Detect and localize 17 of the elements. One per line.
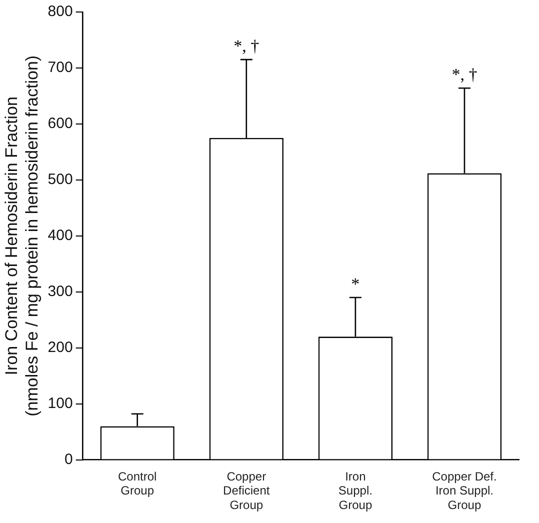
annotation: *, † xyxy=(452,65,478,84)
x-tick-label: Control Group xyxy=(118,469,157,498)
y-tick-label: 400 xyxy=(48,227,73,244)
y-tick-label: 0 xyxy=(64,450,73,468)
y-tick-label: 600 xyxy=(48,115,73,132)
x-tick-label: Iron Suppl. Group xyxy=(338,469,372,512)
y-axis-title: Iron Content of Hemosiderin Fraction (nmoles Fe / mg protein in hemosiderin fraction) xyxy=(2,55,42,416)
y-tick-label: 800 xyxy=(48,3,73,20)
x-tick-label: Copper Def. Iron Suppl. Group xyxy=(432,469,497,512)
y-tick-label: 200 xyxy=(48,338,73,356)
x-tick-label: Copper Deficient Group xyxy=(223,469,270,512)
annotation: *, † xyxy=(234,36,260,56)
y-tick-label: 700 xyxy=(48,59,73,76)
y-tick-label: 300 xyxy=(48,283,73,300)
y-tick-label: 500 xyxy=(48,171,73,188)
annotation: * xyxy=(351,274,360,294)
y-tick-label: 100 xyxy=(48,394,73,412)
